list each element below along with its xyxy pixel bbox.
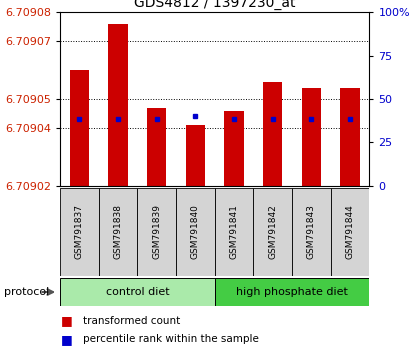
Bar	[331, 188, 369, 276]
Text: GSM791837: GSM791837	[75, 204, 84, 259]
Text: GSM791841: GSM791841	[229, 204, 239, 259]
Bar	[70, 70, 89, 186]
Text: high phosphate diet: high phosphate diet	[236, 287, 348, 297]
Bar	[60, 278, 215, 306]
Bar	[186, 125, 205, 186]
Bar	[292, 188, 331, 276]
Bar	[147, 108, 166, 186]
Text: GSM791838: GSM791838	[114, 204, 123, 259]
Text: ■: ■	[61, 333, 72, 346]
Text: GSM791842: GSM791842	[268, 205, 277, 259]
Bar	[302, 87, 321, 186]
Bar	[340, 87, 360, 186]
Bar	[215, 188, 254, 276]
Title: GDS4812 / 1397230_at: GDS4812 / 1397230_at	[134, 0, 295, 10]
Text: ■: ■	[61, 314, 72, 327]
Bar	[254, 188, 292, 276]
Bar	[99, 188, 137, 276]
Text: GSM791840: GSM791840	[191, 204, 200, 259]
Text: GSM791839: GSM791839	[152, 204, 161, 259]
Text: GSM791843: GSM791843	[307, 204, 316, 259]
Text: protocol: protocol	[4, 287, 49, 297]
Bar	[176, 188, 215, 276]
Text: transformed count: transformed count	[83, 316, 180, 326]
Text: GSM791844: GSM791844	[346, 205, 354, 259]
Bar	[263, 82, 282, 186]
Bar	[137, 188, 176, 276]
Bar	[225, 111, 244, 186]
Text: percentile rank within the sample: percentile rank within the sample	[83, 334, 259, 344]
Bar	[60, 188, 99, 276]
Bar	[108, 24, 128, 186]
Text: control diet: control diet	[106, 287, 169, 297]
Bar	[215, 278, 369, 306]
